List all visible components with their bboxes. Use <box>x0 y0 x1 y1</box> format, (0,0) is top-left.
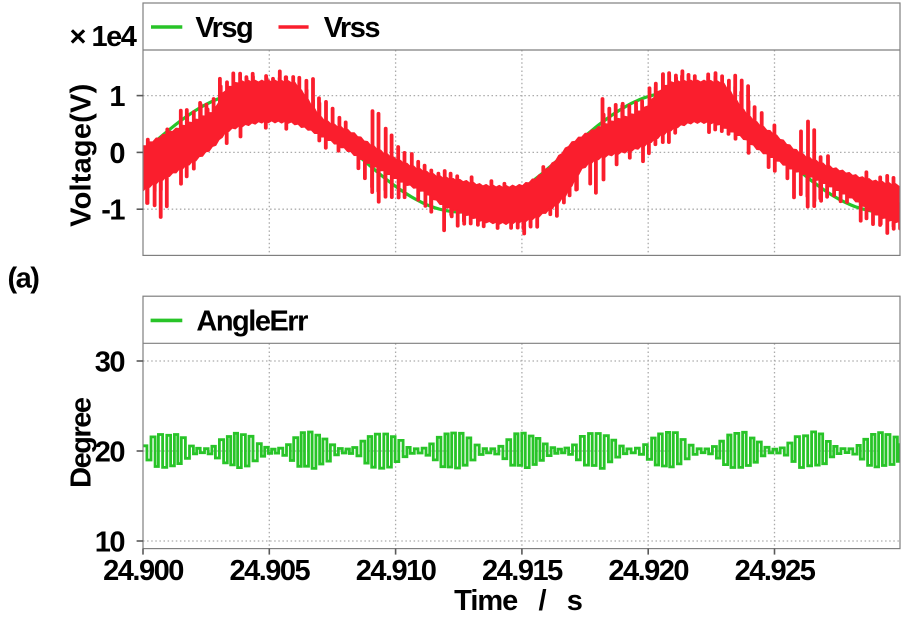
svg-text:(a): (a) <box>8 263 40 295</box>
svg-text:24.920: 24.920 <box>608 555 688 587</box>
svg-text:1: 1 <box>109 81 125 113</box>
svg-text:× 1e4: × 1e4 <box>70 21 137 53</box>
svg-text:AngleErr: AngleErr <box>196 305 308 337</box>
svg-text:24.915: 24.915 <box>482 555 563 587</box>
svg-text:20: 20 <box>95 437 125 469</box>
svg-text:10: 10 <box>95 527 125 559</box>
svg-text:Voltage(V): Voltage(V) <box>66 84 98 227</box>
svg-text:Degree: Degree <box>66 397 98 488</box>
svg-text:Vrss: Vrss <box>324 12 380 44</box>
svg-text:Time / s: Time / s <box>454 585 582 617</box>
svg-text:24.925: 24.925 <box>735 555 816 587</box>
svg-text:24.910: 24.910 <box>356 555 436 587</box>
svg-text:0: 0 <box>109 138 124 170</box>
svg-text:30: 30 <box>95 347 125 379</box>
svg-text:-1: -1 <box>101 195 125 227</box>
svg-text:Vrsg: Vrsg <box>195 12 252 44</box>
svg-text:24.900: 24.900 <box>103 555 183 587</box>
svg-text:24.905: 24.905 <box>229 555 310 587</box>
